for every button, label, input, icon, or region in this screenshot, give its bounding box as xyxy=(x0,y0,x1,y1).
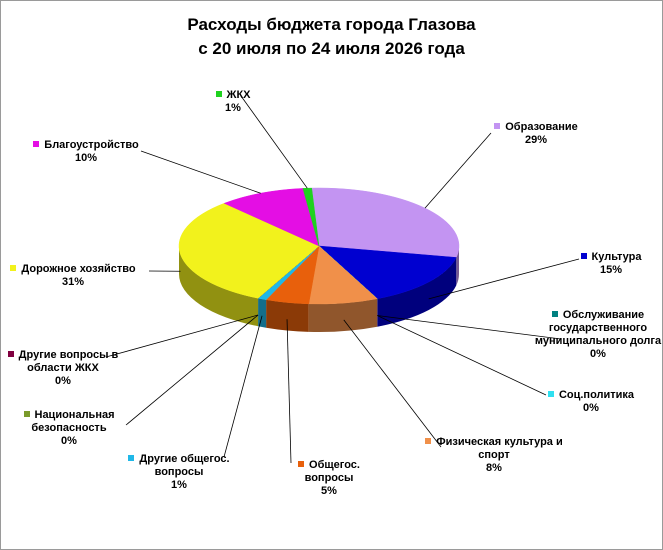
data-label: Благоустройство 10% xyxy=(21,139,151,165)
value-label: 31% xyxy=(61,276,85,288)
leader-line xyxy=(140,150,261,194)
category-label: Другие вопросы в области ЖКХ xyxy=(18,349,119,374)
value-label: 29% xyxy=(524,134,548,146)
leader-line xyxy=(240,95,308,189)
data-label: Другие вопросы в области ЖКХ 0% xyxy=(1,349,128,388)
data-label: Образование 29% xyxy=(476,121,596,147)
category-label: Дорожное хозяйство xyxy=(21,263,136,275)
data-label: Дорожное хозяйство 31% xyxy=(1,263,148,289)
value-label: 0% xyxy=(55,375,71,387)
data-label: Национальная безопасность 0% xyxy=(14,409,124,448)
leader-line xyxy=(377,315,547,396)
legend-marker xyxy=(425,438,432,444)
slice xyxy=(223,188,320,247)
category-label: Образование xyxy=(505,121,578,133)
value-label: 0% xyxy=(583,402,599,414)
value-label: 0% xyxy=(590,348,606,360)
data-label: ЖКХ 1% xyxy=(208,89,258,115)
data-label: Общегос. вопросы 5% xyxy=(274,459,384,498)
value-label: 1% xyxy=(225,102,241,114)
slice-side xyxy=(377,257,457,327)
slice xyxy=(318,245,457,300)
category-label: Соц.политика xyxy=(558,389,635,401)
value-label: 15% xyxy=(599,264,623,276)
chart-subtitle: с 20 июля по 24 июля 2026 года xyxy=(198,39,465,58)
value-label: 8% xyxy=(486,462,502,474)
leader-line xyxy=(424,132,492,209)
value-label: 1% xyxy=(171,479,187,491)
leader-line xyxy=(223,315,263,458)
value-label: 0% xyxy=(61,435,77,447)
chart-title: Расходы бюджета города Глазова xyxy=(187,15,476,34)
legend-marker xyxy=(33,141,40,147)
slice-side xyxy=(456,246,459,286)
data-label: Культура 15% xyxy=(571,251,651,277)
category-label: ЖКХ xyxy=(226,89,251,101)
category-label: Благоустройство xyxy=(44,139,139,151)
leader-line xyxy=(343,319,442,448)
leader-line xyxy=(377,315,562,340)
legend-marker xyxy=(23,411,30,417)
leader-line xyxy=(428,258,580,300)
legend-marker xyxy=(10,265,17,271)
category-label: Общегос. вопросы xyxy=(304,459,360,484)
data-label: Другие общегос. вопросы 1% xyxy=(124,453,234,492)
leader-line xyxy=(105,314,259,358)
category-label: Физическая культура и спорт xyxy=(436,436,563,461)
category-label: Обслуживание государственного муниципаль… xyxy=(534,309,662,347)
data-label: Обслуживание государственного муниципаль… xyxy=(528,309,662,361)
category-label: Культура xyxy=(591,251,642,263)
category-label: Национальная безопасность xyxy=(31,409,115,434)
legend-marker xyxy=(215,91,222,97)
data-label: Физическая культура и спорт 8% xyxy=(424,436,564,475)
legend-marker xyxy=(7,351,14,357)
leader-line xyxy=(125,314,259,426)
slice-side xyxy=(308,298,378,332)
slice-side xyxy=(266,299,309,332)
slice xyxy=(178,203,320,299)
legend-marker xyxy=(551,311,558,317)
slice-side xyxy=(179,246,259,327)
slice-side xyxy=(258,298,267,328)
value-label: 5% xyxy=(321,485,337,497)
legend-marker xyxy=(298,461,305,467)
leader-line xyxy=(286,319,292,464)
legend-marker xyxy=(580,253,587,259)
data-label: Соц.политика 0% xyxy=(546,389,636,415)
value-label: 10% xyxy=(74,152,98,164)
legend-marker xyxy=(494,123,501,129)
legend-marker xyxy=(128,455,135,461)
category-label: Другие общегос. вопросы xyxy=(139,453,230,478)
legend-marker xyxy=(547,391,554,397)
